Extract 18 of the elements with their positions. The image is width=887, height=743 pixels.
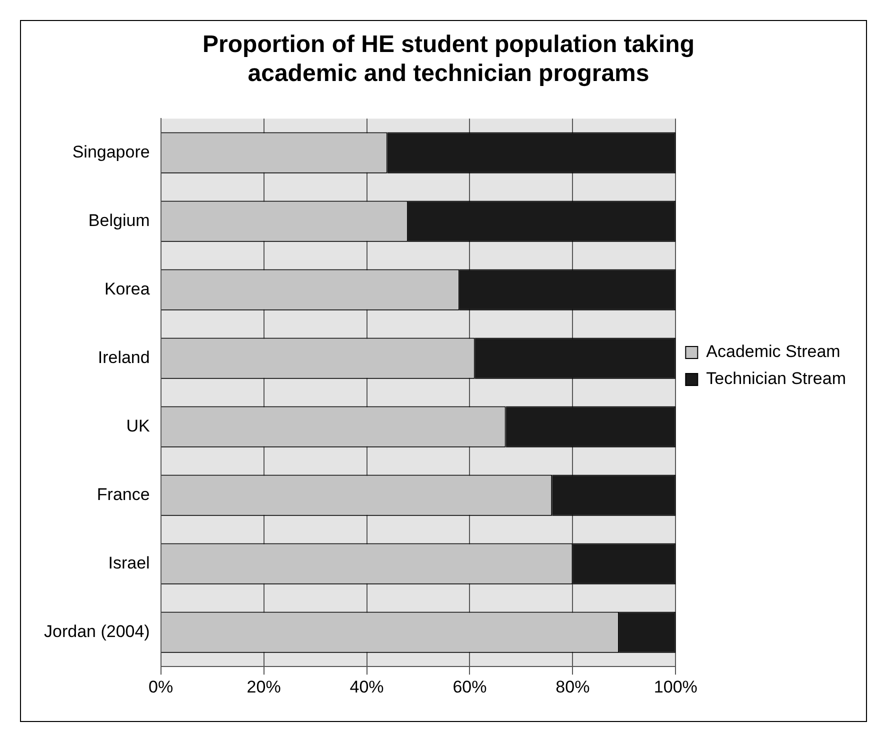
- y-tick-label: Israel: [108, 554, 150, 573]
- x-tick-label: 40%: [350, 677, 384, 696]
- x-tick-label: 20%: [246, 677, 281, 696]
- x-tick-label: 60%: [452, 677, 487, 696]
- x-tick-label: 100%: [654, 677, 698, 696]
- legend-label: Academic Stream: [706, 342, 840, 362]
- y-tick-label: Ireland: [98, 348, 150, 368]
- x-tick-label: 0%: [148, 677, 174, 696]
- text: academic and technician programs: [248, 60, 650, 87]
- y-tick-label: Jordan (2004): [44, 622, 150, 642]
- text: Proportion of HE student population taking: [202, 31, 694, 58]
- y-tick-label: Belgium: [88, 211, 150, 230]
- y-tick-label: Singapore: [72, 142, 150, 162]
- y-tick-label: UK: [126, 416, 150, 436]
- y-tick-label: France: [96, 485, 150, 504]
- legend-label: Technician Stream: [706, 369, 846, 388]
- x-tick-label: 80%: [556, 677, 590, 696]
- y-tick-label: Korea: [104, 280, 150, 299]
